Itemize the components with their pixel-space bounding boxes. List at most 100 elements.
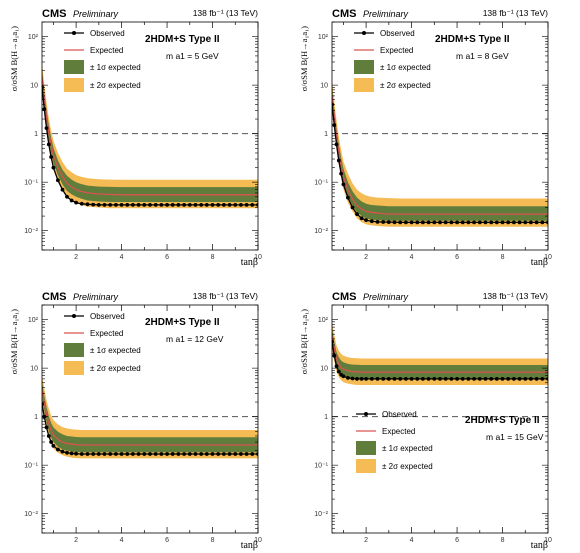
legend: Observed Expected ± 1σ expected ± 2σ expect… xyxy=(356,410,433,473)
observed-point xyxy=(119,203,124,207)
observed-point xyxy=(529,220,533,225)
plot-area xyxy=(42,63,258,209)
observed-point xyxy=(125,203,130,207)
observed-point xyxy=(350,376,355,381)
chart-panel-3: 2 4 6 8 10 10⁻² 10⁻¹ 1 10 10² CMS Preliminary 138 fb… xyxy=(9,291,262,551)
observed-point xyxy=(114,452,118,456)
observed-point xyxy=(455,377,459,381)
observed-point xyxy=(69,451,74,456)
y-tick-label: 10⁻¹ xyxy=(314,180,328,187)
observed-point xyxy=(500,377,505,381)
x-tick-label: 10 xyxy=(544,537,552,544)
observed-point xyxy=(415,377,420,381)
observed-point xyxy=(455,220,459,225)
observed-point xyxy=(392,220,397,225)
observed-point xyxy=(438,377,442,381)
observed-point xyxy=(256,203,258,207)
observed-point xyxy=(239,452,243,456)
one-sigma-band xyxy=(332,329,548,380)
legend-two-sigma-label: ± 2σ expected xyxy=(90,81,141,90)
observed-point xyxy=(216,452,221,456)
y-tick-label: 1 xyxy=(324,414,328,421)
legend: Observed Expected ± 1σ expected ± 2σ expect… xyxy=(64,312,141,375)
plot-frame xyxy=(41,21,259,251)
observed-point xyxy=(165,203,170,207)
observed-point xyxy=(392,377,397,381)
observed-point xyxy=(483,377,488,381)
observed-point xyxy=(534,377,539,381)
observed-point xyxy=(51,165,56,170)
legend-observed-marker xyxy=(72,31,76,35)
observed-point xyxy=(369,219,374,224)
observed-point xyxy=(375,377,380,381)
y-tick-label: 10 xyxy=(320,83,328,90)
observed-point xyxy=(244,203,249,207)
y-tick-label: 1 xyxy=(324,131,328,138)
observed-point xyxy=(341,374,346,379)
observed-point xyxy=(49,155,53,159)
observed-point xyxy=(79,201,84,206)
y-tick-label: 1 xyxy=(34,414,38,421)
x-axis-label: tanβ xyxy=(531,257,548,268)
observed-point xyxy=(494,220,499,225)
observed-point xyxy=(355,377,359,381)
observed-point xyxy=(176,203,181,207)
observed-point xyxy=(153,452,158,456)
x-tick-label: 2 xyxy=(364,254,368,261)
y-tick-label: 10⁻¹ xyxy=(24,180,38,187)
observed-point xyxy=(187,203,192,207)
observed-point xyxy=(159,203,164,207)
observed-point xyxy=(46,142,51,147)
legend-two-sigma-label: ± 2σ expected xyxy=(382,462,433,471)
x-tick-label: 8 xyxy=(501,254,505,261)
observed-point xyxy=(332,353,337,358)
one-sigma-band xyxy=(332,88,548,221)
chart-panel-4: 2 4 6 8 10 10⁻² 10⁻¹ 1 10 10² CMS Preliminary 138 fb… xyxy=(299,291,552,551)
x-tick-label: 6 xyxy=(455,537,459,544)
x-tick-label: 6 xyxy=(455,254,459,261)
cms-label: CMS xyxy=(42,291,66,303)
expected-line xyxy=(42,390,258,446)
expected-line xyxy=(332,335,548,373)
x-tick-label: 4 xyxy=(410,254,414,261)
legend-observed-label: Observed xyxy=(90,29,125,38)
observed-point xyxy=(494,377,499,381)
preliminary-label: Preliminary xyxy=(73,9,119,19)
observed-point xyxy=(460,220,465,225)
observed-point xyxy=(204,203,209,207)
observed-point xyxy=(398,220,403,225)
observed-point xyxy=(148,452,152,456)
legend-two-sigma-swatch xyxy=(64,78,84,92)
observed-point xyxy=(334,142,339,147)
y-tick-label: 10 xyxy=(320,366,328,373)
observed-point xyxy=(44,126,49,130)
observed-point xyxy=(136,203,141,207)
observed-point xyxy=(332,123,337,127)
model-label: 2HDM+S Type II xyxy=(465,415,540,426)
observed-point xyxy=(334,364,339,368)
model-label: 2HDM+S Type II xyxy=(145,317,220,328)
observed-point xyxy=(91,202,96,207)
expected-line xyxy=(332,95,548,215)
legend-one-sigma-swatch xyxy=(354,60,374,74)
observed-point xyxy=(60,187,65,192)
observed-point xyxy=(364,218,368,223)
preliminary-label: Preliminary xyxy=(363,9,409,19)
observed-point xyxy=(42,107,47,111)
observed-point xyxy=(182,203,187,207)
plot-area xyxy=(332,80,548,227)
observed-point xyxy=(79,452,84,456)
legend-expected-label: Expected xyxy=(382,427,415,436)
x-tick-label: 2 xyxy=(364,537,368,544)
legend-one-sigma-label: ± 1σ expected xyxy=(90,346,141,355)
observed-point xyxy=(500,220,505,225)
y-tick-label: 10⁻² xyxy=(24,511,38,518)
legend-two-sigma-swatch xyxy=(64,361,84,375)
observed-point xyxy=(182,452,187,456)
observed-point xyxy=(65,194,69,199)
observed-point xyxy=(336,158,341,163)
observed-point xyxy=(381,377,386,381)
mass-label: m a1 = 15 GeV xyxy=(486,432,544,442)
y-tick-label: 10⁻² xyxy=(314,511,328,518)
legend-one-sigma-swatch xyxy=(356,441,376,455)
